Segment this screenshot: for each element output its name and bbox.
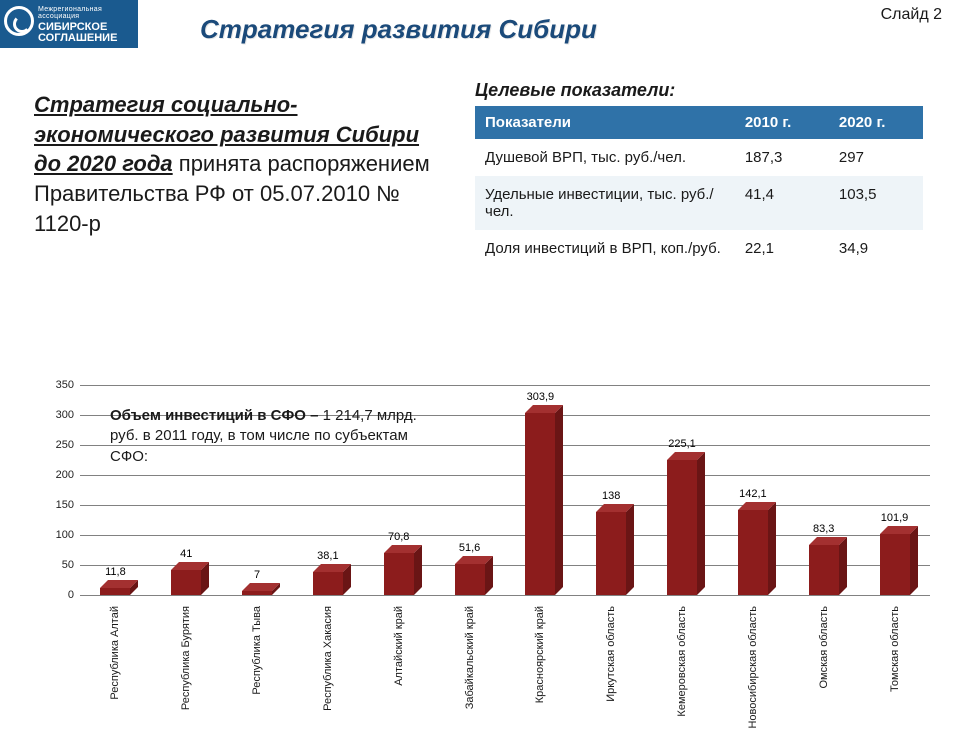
x-axis-label: Республика Алтай [80, 600, 151, 720]
bar-column: 83,3 [788, 385, 859, 595]
bar-value-label: 138 [602, 490, 620, 502]
slide-number: Слайд 2 [881, 6, 942, 24]
bar-value-label: 70,8 [388, 531, 409, 543]
table-cell: 34,9 [829, 230, 923, 267]
logo-text-1: СИБИРСКОЕ [38, 21, 107, 33]
bar [809, 545, 839, 595]
table-row: Душевой ВРП, тыс. руб./чел.187,3297 [475, 139, 923, 176]
x-axis-label: Кемеровская область [647, 600, 718, 720]
bar-value-label: 7 [254, 569, 260, 581]
table-cell: 103,5 [829, 176, 923, 230]
bar-column: 51,6 [434, 385, 505, 595]
y-axis-label: 200 [40, 469, 74, 481]
col-header: Показатели [475, 106, 735, 139]
x-axis-label: Республика Бурятия [151, 600, 222, 720]
col-header: 2020 г. [829, 106, 923, 139]
bar-column: 303,9 [505, 385, 576, 595]
x-axis-label: Алтайский край [363, 600, 434, 720]
table-cell: 297 [829, 139, 923, 176]
x-axis-label: Республика Тыва [222, 600, 293, 720]
bar [525, 413, 555, 595]
bar-value-label: 101,9 [881, 512, 909, 524]
bar [880, 534, 910, 595]
bar-value-label: 303,9 [527, 391, 555, 403]
bar-column: 101,9 [859, 385, 930, 595]
y-axis-label: 350 [40, 379, 74, 391]
table-cell: 22,1 [735, 230, 829, 267]
gridline [80, 595, 930, 596]
intro-text: Стратегия социально-экономического разви… [34, 90, 434, 238]
bar [667, 460, 697, 595]
y-axis-label: 0 [40, 589, 74, 601]
bar-value-label: 41 [180, 548, 192, 560]
table-row: Доля инвестиций в ВРП, коп./руб.22,134,9 [475, 230, 923, 267]
targets-title: Целевые показатели: [475, 80, 675, 101]
logo-text-2: СОГЛАШЕНИЕ [38, 32, 117, 44]
y-axis-label: 150 [40, 499, 74, 511]
x-axis-label: Иркутская область [576, 600, 647, 720]
table-cell: Удельные инвестиции, тыс. руб./чел. [475, 176, 735, 230]
chart-x-labels: Республика АлтайРеспублика БурятияРеспуб… [80, 600, 930, 720]
org-logo: Межрегиональная ассоциация СИБИРСКОЕ СОГ… [0, 0, 138, 48]
table-cell: 41,4 [735, 176, 829, 230]
bar-column: 142,1 [717, 385, 788, 595]
caption-bold: Объем инвестиций в СФО – [110, 407, 323, 424]
x-axis-label: Томская область [859, 600, 930, 720]
bar [313, 572, 343, 595]
table-row: Удельные инвестиции, тыс. руб./чел.41,41… [475, 176, 923, 230]
bar [596, 512, 626, 595]
bar [100, 588, 130, 595]
y-axis-label: 100 [40, 529, 74, 541]
page-title: Стратегия развития Сибири [200, 14, 597, 45]
topbar: Межрегиональная ассоциация СИБИРСКОЕ СОГ… [0, 0, 960, 58]
bar-value-label: 83,3 [813, 523, 834, 535]
bar-value-label: 51,6 [459, 542, 480, 554]
bar-value-label: 225,1 [668, 438, 696, 450]
bar [171, 570, 201, 595]
x-axis-label: Красноярский край [505, 600, 576, 720]
table-cell: Душевой ВРП, тыс. руб./чел. [475, 139, 735, 176]
y-axis-label: 300 [40, 409, 74, 421]
targets-table: Показатели 2010 г. 2020 г. Душевой ВРП, … [475, 106, 923, 267]
bar [242, 591, 272, 595]
bar-column: 225,1 [647, 385, 718, 595]
bar-value-label: 142,1 [739, 488, 767, 500]
logo-subtitle: Межрегиональная ассоциация [38, 6, 134, 21]
y-axis-label: 250 [40, 439, 74, 451]
bar-value-label: 11,8 [105, 566, 126, 578]
x-axis-label: Забайкальский край [434, 600, 505, 720]
x-axis-label: Омская область [788, 600, 859, 720]
y-axis-label: 50 [40, 559, 74, 571]
col-header: 2010 г. [735, 106, 829, 139]
table-cell: 187,3 [735, 139, 829, 176]
bar [384, 553, 414, 595]
bar-column: 138 [576, 385, 647, 595]
bar [455, 564, 485, 595]
x-axis-label: Республика Хакасия [292, 600, 363, 720]
bar-value-label: 38,1 [317, 550, 338, 562]
bar [738, 510, 768, 595]
swirl-icon [4, 6, 34, 36]
chart-caption: Объем инвестиций в СФО – 1 214,7 млрд. р… [110, 406, 440, 467]
x-axis-label: Новосибирская область [717, 600, 788, 720]
table-header-row: Показатели 2010 г. 2020 г. [475, 106, 923, 139]
table-cell: Доля инвестиций в ВРП, коп./руб. [475, 230, 735, 267]
